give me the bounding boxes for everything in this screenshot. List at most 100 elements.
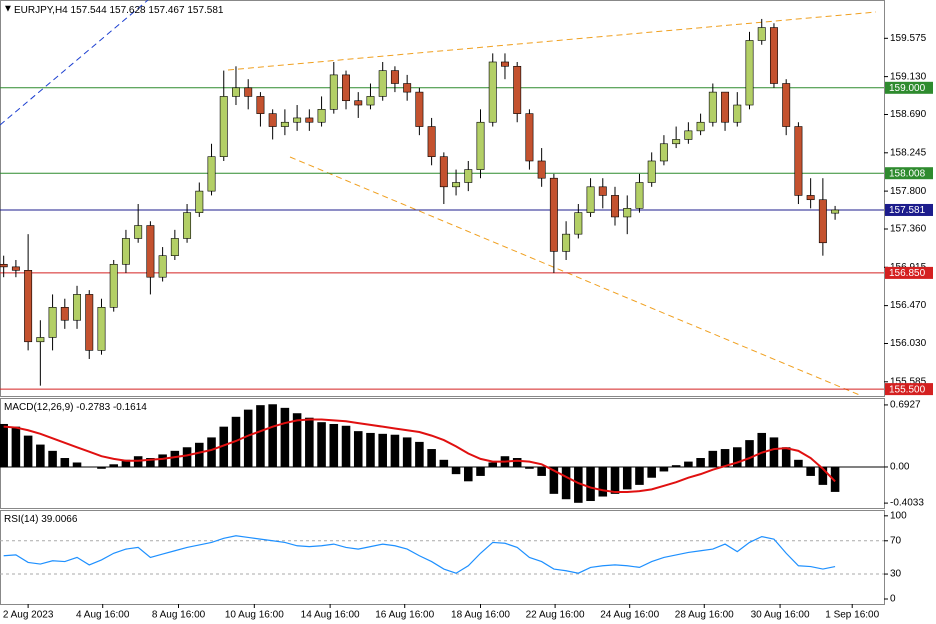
trend-line	[289, 156, 863, 397]
macd-bar	[280, 407, 290, 467]
y-tick-label: 157.360	[890, 224, 927, 235]
macd-bar	[684, 461, 693, 467]
candle-body	[831, 209, 840, 214]
high-value: 157.628	[109, 5, 146, 16]
level-label: 156.850	[889, 268, 926, 279]
candle-body	[146, 225, 155, 278]
macd-header: MACD(12,26,9) -0.2783 -0.1614	[4, 402, 147, 413]
y-tick-label: 159.130	[890, 71, 927, 82]
candle-body	[158, 255, 167, 278]
macd-bar	[341, 425, 351, 467]
y-tick-label: 0.00	[890, 462, 910, 473]
rsi-title: RSI(14)	[4, 514, 38, 525]
level-box	[885, 81, 933, 94]
rsi-header: RSI(14) 39.0066	[4, 514, 78, 525]
macd-bar	[586, 466, 595, 502]
candle-body	[769, 27, 778, 84]
rsi-line	[3, 535, 836, 574]
candle-body	[121, 238, 130, 265]
y-tick-label: 157.800	[890, 186, 927, 197]
candle-body	[60, 307, 69, 321]
level-label: 155.500	[889, 384, 926, 395]
candle-body	[0, 263, 8, 268]
candle-body	[537, 160, 546, 179]
signal-line	[3, 418, 836, 494]
y-tick-label: 100	[890, 510, 907, 521]
candle-body	[268, 113, 277, 127]
macd-bar	[427, 449, 436, 467]
candle-body	[574, 212, 583, 235]
candle-body	[256, 96, 265, 114]
x-tick-label: 14 Aug 16:00	[301, 610, 360, 621]
y-tick-label: 0	[890, 594, 896, 605]
candle-body	[11, 266, 20, 271]
candle-body	[488, 61, 497, 123]
level-box	[885, 167, 933, 180]
macd-bar	[488, 462, 498, 467]
candle-body	[611, 195, 619, 218]
signal-value: -0.1614	[113, 402, 147, 413]
macd-bar	[317, 422, 326, 467]
candle-body	[647, 160, 656, 183]
candle-body	[415, 91, 424, 127]
macd-bar	[537, 466, 546, 476]
macd-bar	[158, 454, 167, 467]
macd-bar	[305, 417, 314, 467]
level-label: 158.008	[889, 168, 926, 179]
candle-body	[305, 117, 314, 123]
macd-bar	[97, 466, 106, 469]
macd-bar	[146, 458, 155, 467]
level-box	[885, 203, 933, 216]
y-tick-label: 70	[890, 535, 902, 546]
macd-bar	[451, 466, 461, 475]
macd-bar	[512, 458, 522, 467]
candle-body	[794, 126, 803, 196]
macd-bar	[402, 437, 412, 467]
macd-bar	[170, 450, 180, 467]
macd-bar	[476, 466, 485, 476]
macd-bar	[635, 466, 644, 485]
macd-bar	[268, 404, 277, 467]
macd-bar	[622, 466, 632, 490]
y-tick-label: 159.575	[890, 33, 927, 44]
menu-arrow[interactable]: ▼	[3, 4, 13, 15]
macd-bar	[696, 458, 705, 467]
level-box	[885, 266, 933, 279]
y-tick-label: 155.585	[890, 376, 927, 387]
candle-body	[329, 74, 338, 110]
candle-body	[293, 117, 302, 123]
level-label: 157.581	[889, 205, 926, 216]
x-tick-label: 22 Aug 16:00	[526, 610, 585, 621]
candle-body	[183, 212, 192, 239]
macd-bar	[219, 426, 229, 467]
macd-bar	[415, 441, 424, 467]
macd-bar	[794, 459, 803, 467]
candle-body	[232, 87, 240, 97]
candle-body	[97, 307, 106, 351]
trend-line	[0, 0, 149, 126]
macd-bar	[366, 432, 375, 467]
candle-body	[439, 156, 448, 188]
candle-body	[73, 294, 81, 321]
x-tick-label: 30 Aug 16:00	[751, 610, 810, 621]
candle-body	[464, 169, 473, 183]
candle-body	[721, 91, 730, 123]
candle-body	[134, 225, 143, 239]
candle-body	[684, 130, 693, 140]
candle-body	[280, 121, 289, 127]
main-panel	[0, 0, 885, 397]
candle-body	[745, 40, 754, 106]
macd-value: -0.2783	[76, 402, 110, 413]
x-tick-label: 10 Aug 16:00	[225, 610, 284, 621]
macd-bar	[781, 447, 791, 467]
candle-body	[659, 143, 668, 162]
macd-bar	[439, 459, 449, 467]
macd-title: MACD(12,26,9)	[4, 402, 73, 413]
x-tick-label: 18 Aug 16:00	[451, 610, 510, 621]
macd-bar	[182, 447, 192, 467]
macd-bar	[48, 450, 57, 467]
candle-body	[623, 208, 632, 218]
candle-body	[818, 199, 827, 244]
macd-bar	[0, 423, 8, 467]
macd-bar	[121, 459, 131, 467]
